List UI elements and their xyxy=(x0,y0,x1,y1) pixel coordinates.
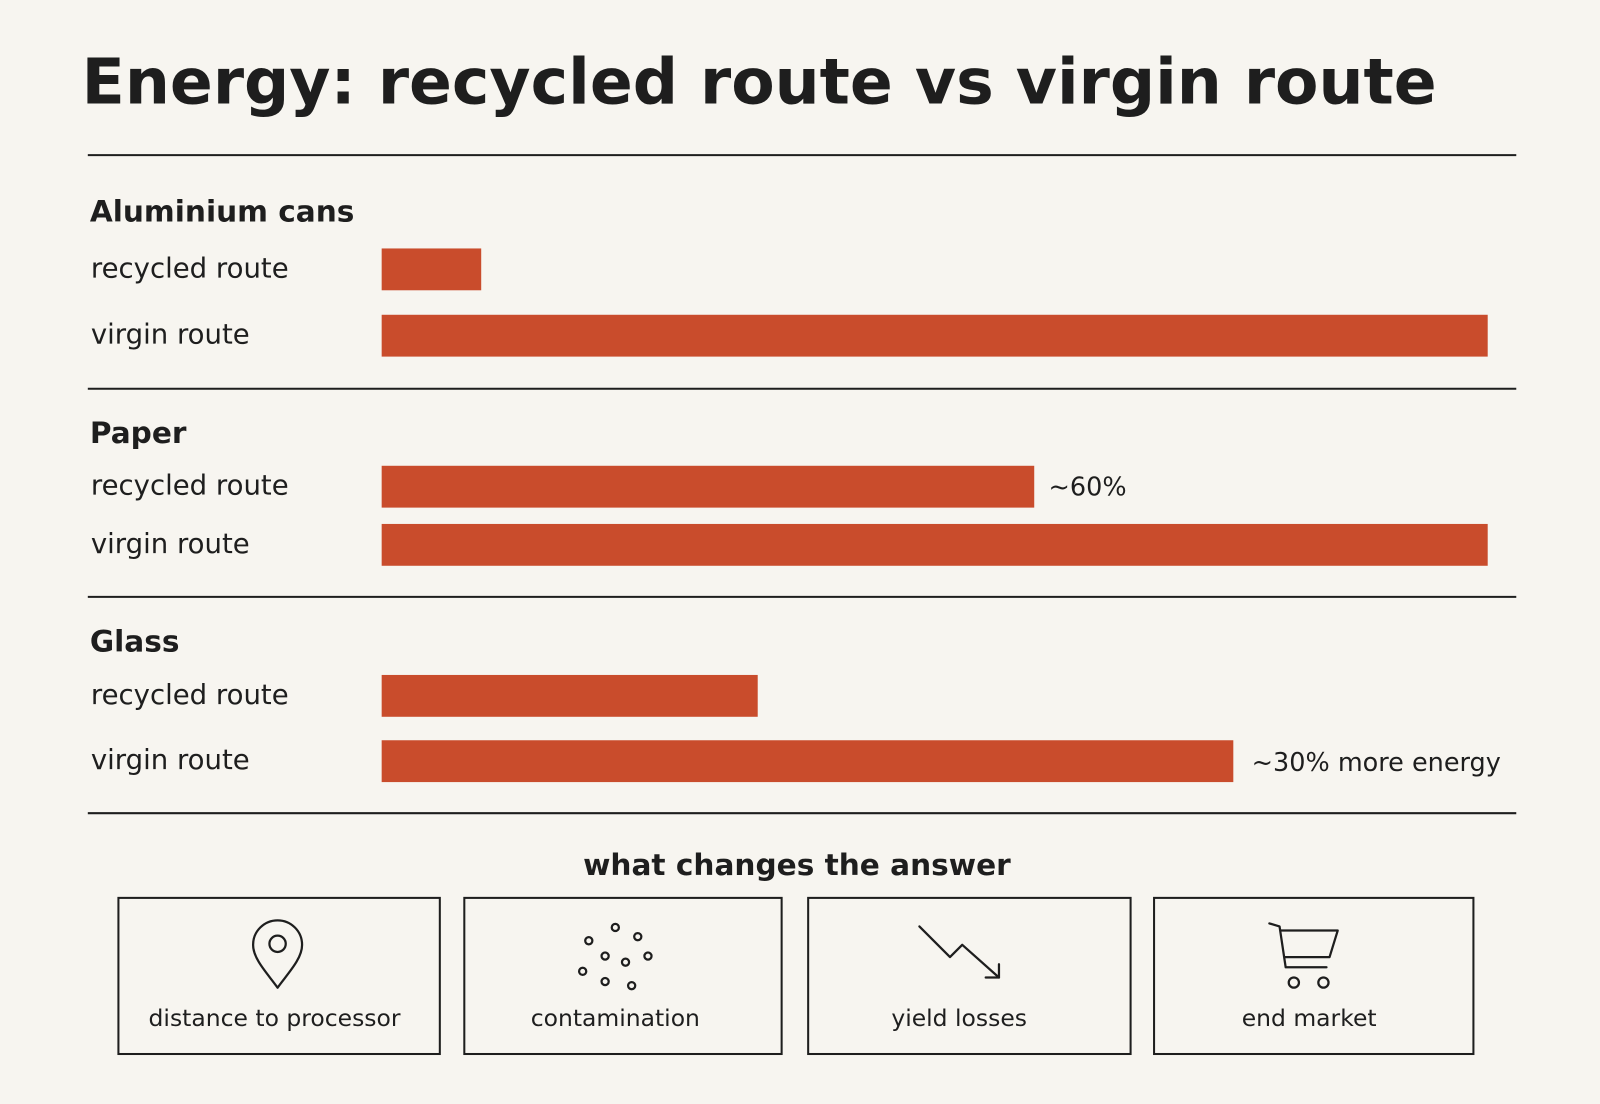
card-frame xyxy=(463,896,783,1056)
row-label: recycled route xyxy=(91,470,289,502)
chart-title: Energy: recycled route vs virgin route xyxy=(82,44,1437,118)
pin-icon xyxy=(251,919,304,989)
bar xyxy=(381,248,482,291)
bar xyxy=(381,523,1488,566)
bar xyxy=(381,674,758,717)
row-label: virgin route xyxy=(91,528,250,560)
row-label: recycled route xyxy=(91,252,289,284)
factor-card: distance to processor xyxy=(117,896,441,1056)
factor-label: end market xyxy=(1242,1004,1377,1032)
group-title: Aluminium cans xyxy=(90,195,355,229)
bar xyxy=(381,740,1234,783)
card-frame xyxy=(1153,896,1475,1056)
row-label: recycled route xyxy=(91,679,289,711)
factor-label: distance to processor xyxy=(149,1004,401,1032)
factor-card: contamination xyxy=(463,896,783,1056)
factors-title: what changes the answer xyxy=(583,848,1011,882)
value-label: ~60% xyxy=(1049,473,1127,503)
factor-card: yield losses xyxy=(807,896,1132,1056)
card-frame xyxy=(807,896,1132,1056)
group-title: Paper xyxy=(90,416,187,450)
row-label: virgin route xyxy=(91,319,250,351)
cart-icon xyxy=(1268,922,1339,989)
dots-icon xyxy=(577,922,653,991)
bar xyxy=(381,314,1488,357)
group-title: Glass xyxy=(90,624,180,658)
note: ~30% more energy xyxy=(1252,748,1501,778)
card-frame xyxy=(117,896,441,1056)
factor-card: end market xyxy=(1153,896,1475,1056)
decline-icon xyxy=(918,925,1001,979)
bar xyxy=(381,465,1035,508)
row-label: virgin route xyxy=(91,744,250,776)
factor-label: yield losses xyxy=(891,1004,1027,1032)
factor-label: contamination xyxy=(531,1004,700,1032)
